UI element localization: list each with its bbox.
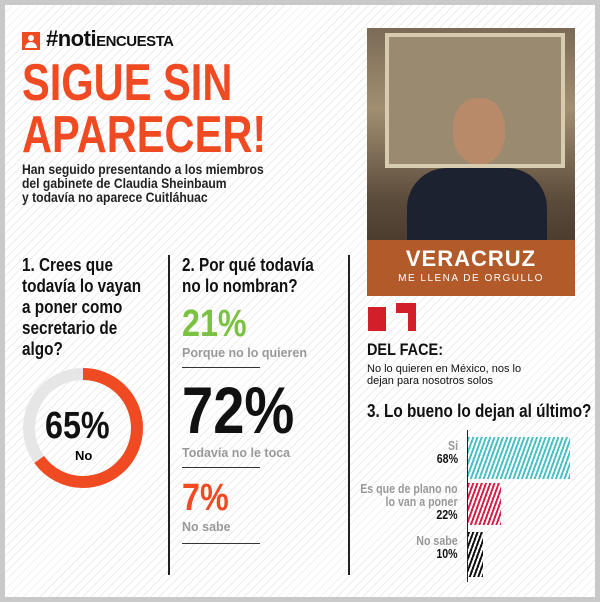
brand: #notiENCUESTA [22,26,174,54]
infographic: #notiENCUESTA SIGUE SIN APARECER! Han se… [5,5,595,597]
bar-label: No sabe 10% [417,535,458,561]
quote-icon [368,303,416,331]
brand-suffix: ENCUESTA [96,33,174,50]
q1-title-line: a poner como [22,297,123,317]
q2-value-3: 7% [182,477,229,519]
podium-sign: VERACRUZ ME LLENA DE ORGULLO [367,240,575,296]
separator [182,367,260,368]
q2-title-line: 2. Por qué todavía [182,255,314,275]
q1-title-line: todavía lo vayan [22,276,142,296]
q2-title: 2. Por qué todavía no lo nombran? [182,255,314,297]
photo: VERACRUZ ME LLENA DE ORGULLO [367,28,575,296]
q1-title-line: algo? [22,339,63,359]
divider [168,255,170,575]
bar-value: 68% [436,452,458,466]
title-line-1: SIGUE SIN [22,54,233,112]
q3-title: 3. Lo bueno lo dejan al último? [367,401,592,421]
q2-value-1: 21% [182,303,247,345]
person-body [407,168,547,248]
subtitle-line: del gabinete de Claudia Sheinbaum [22,176,227,191]
q2-title-line: no lo nombran? [182,276,298,296]
donut-value-label: 65% [45,405,110,447]
q1-title-line: secretario de [22,318,118,338]
separator [182,467,260,468]
bar-value: 22% [436,508,458,522]
title-line-2: APARECER! [22,106,267,164]
q1-title-line: 1. Crees que [22,255,114,275]
q1-title: 1. Crees que todavía lo vayan a poner co… [22,255,141,360]
bar-label: Es que de plano no lo van a poner 22% [361,483,458,522]
bar [468,483,501,525]
user-icon [22,31,40,50]
subtitle: Han seguido presentando a los miembros d… [22,163,264,205]
bar [468,437,570,479]
q2-label-3: No sabe [182,520,231,534]
donut-value-arc [23,368,143,488]
q2-label-1: Porque no lo quieren [182,346,308,360]
bar-category: Es que de plano no [360,482,458,496]
bar-axis [467,430,468,582]
bar-category: No sabe [416,534,458,548]
bar-category: Si [447,439,458,453]
quote-source: DEL FACE: [367,340,444,359]
bar-value: 10% [436,547,458,561]
bar-label: Si 68% [437,440,458,466]
donut-category-label: No [75,448,93,463]
person [453,98,505,164]
divider [348,255,350,575]
sign-subtitle: ME LLENA DE ORGULLO [398,273,544,284]
bar [468,532,483,577]
sign-title: VERACRUZ [405,246,537,271]
q2-value-2: 72% [182,373,295,447]
quote-line: dejan para nosotros solos [367,375,493,387]
separator [182,543,260,544]
bar-category: lo van a poner [385,495,458,509]
brand-prefix: #noti [46,26,97,51]
quote-text: No lo quieren en México, nos lo dejan pa… [367,363,521,387]
subtitle-line: y todavía no aparece Cuitláhuac [22,190,208,205]
q2-label-2: Todavía no le toca [182,446,291,460]
subtitle-line: Han seguido presentando a los miembros [22,162,264,177]
quote-line: No lo quieren en México, nos lo [367,363,522,375]
donut-chart [23,368,143,488]
